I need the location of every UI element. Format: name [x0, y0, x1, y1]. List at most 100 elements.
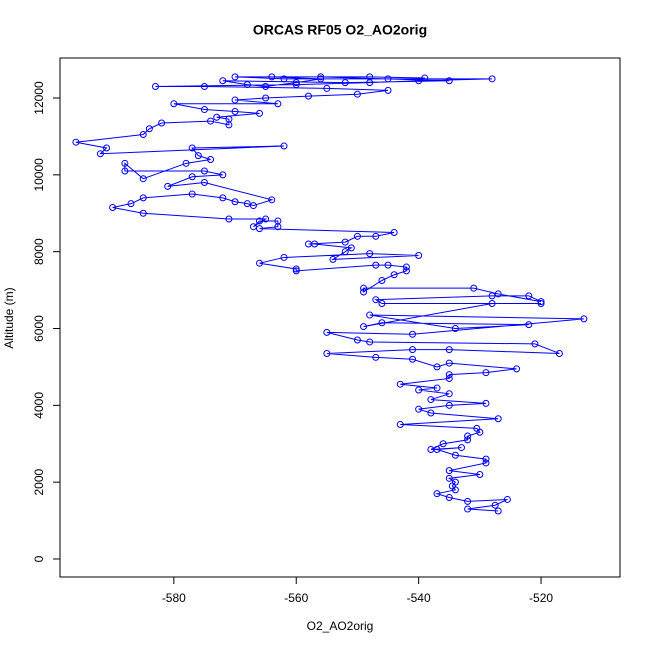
data-point: [188, 144, 196, 152]
data-point: [121, 167, 129, 175]
x-tick-label: -560: [284, 591, 308, 605]
data-point: [470, 284, 478, 292]
data-line: [75, 76, 584, 512]
data-point: [433, 490, 441, 498]
data-point: [213, 113, 221, 121]
data-point: [219, 77, 227, 85]
data-point: [292, 265, 300, 273]
data-point: [464, 505, 472, 513]
data-point: [182, 159, 190, 167]
data-point: [274, 217, 282, 225]
data-point: [139, 131, 147, 139]
data-point: [262, 83, 270, 91]
data-point: [353, 90, 361, 98]
data-point: [451, 478, 459, 486]
data-point: [341, 79, 349, 87]
data-point: [488, 300, 496, 308]
data-point: [445, 467, 453, 475]
data-point: [268, 196, 276, 204]
data-point: [96, 150, 104, 158]
data-point: [103, 144, 111, 152]
data-point: [225, 115, 233, 123]
data-point: [427, 446, 435, 454]
data-point: [415, 386, 423, 394]
y-tick-label: 0: [32, 555, 46, 562]
data-point: [396, 421, 404, 429]
data-point: [488, 75, 496, 83]
data-point: [353, 336, 361, 344]
data-point: [415, 405, 423, 413]
data-point: [170, 100, 178, 108]
y-tick-label: 6000: [32, 315, 46, 342]
data-point: [200, 83, 208, 91]
data-point: [372, 353, 380, 361]
data-point: [445, 374, 453, 382]
data-point: [231, 198, 239, 206]
data-point: [513, 365, 521, 373]
data-point: [525, 321, 533, 329]
data-point: [323, 328, 331, 336]
data-point: [256, 217, 264, 225]
data-point: [451, 325, 459, 333]
data-point: [409, 330, 417, 338]
data-point: [476, 470, 484, 478]
data-point: [158, 119, 166, 127]
data-point: [341, 238, 349, 246]
data-point: [464, 436, 472, 444]
data-point: [323, 349, 331, 357]
data-point: [372, 261, 380, 269]
data-point: [427, 409, 435, 417]
data-point: [421, 74, 429, 82]
data-point: [292, 79, 300, 87]
data-point: [378, 319, 386, 327]
data-point: [292, 267, 300, 275]
data-point: [491, 501, 499, 509]
data-point: [207, 155, 215, 163]
data-point: [390, 228, 398, 236]
data-point: [243, 81, 251, 89]
data-point: [415, 252, 423, 260]
data-point: [145, 125, 153, 133]
data-point: [262, 215, 270, 223]
y-axis-label: Altitude (m): [2, 287, 16, 348]
data-point: [341, 248, 349, 256]
data-point: [445, 494, 453, 502]
data-point: [537, 298, 545, 306]
data-point: [445, 474, 453, 482]
data-point: [151, 83, 159, 91]
data-point: [347, 244, 355, 252]
data-point: [366, 250, 374, 258]
data-point: [317, 75, 325, 83]
data-point: [200, 179, 208, 187]
data-point: [231, 73, 239, 81]
data-point: [396, 380, 404, 388]
data-point: [409, 355, 417, 363]
data-point: [372, 296, 380, 304]
data-point: [256, 259, 264, 267]
data-point: [188, 173, 196, 181]
data-point: [139, 194, 147, 202]
data-point: [207, 117, 215, 125]
data-point: [433, 363, 441, 371]
y-tick-label: 4000: [32, 392, 46, 419]
data-point: [372, 232, 380, 240]
data-point: [121, 159, 129, 167]
data-point: [360, 284, 368, 292]
data-point: [427, 396, 435, 404]
data-point: [445, 401, 453, 409]
x-tick-label: -540: [407, 591, 431, 605]
data-point: [188, 190, 196, 198]
data-point: [249, 202, 257, 210]
y-tick-label: 2000: [32, 468, 46, 495]
y-tick-label: 10000: [32, 158, 46, 192]
data-point: [219, 194, 227, 202]
data-point: [274, 100, 282, 108]
data-point: [445, 77, 453, 85]
data-point: [323, 84, 331, 92]
data-point: [366, 338, 374, 346]
data-point: [231, 107, 239, 115]
data-point: [439, 440, 447, 448]
data-point: [503, 495, 511, 503]
data-point: [482, 369, 490, 377]
